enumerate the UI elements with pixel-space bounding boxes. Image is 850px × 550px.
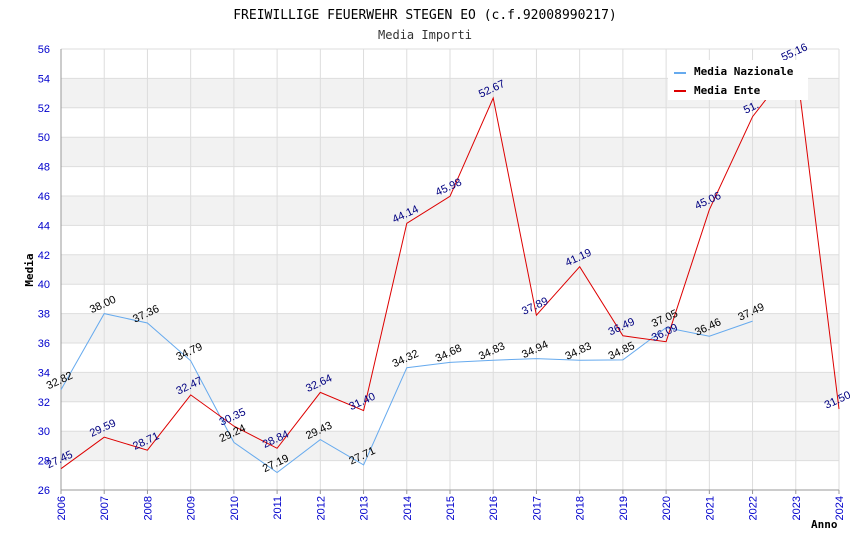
y-tick-label: 28 xyxy=(38,456,50,468)
x-tick-label: 2017 xyxy=(531,496,543,520)
legend-label-ente: Media Ente xyxy=(694,84,761,97)
x-tick-label: 2022 xyxy=(748,496,760,520)
x-tick-label: 2010 xyxy=(229,496,241,520)
y-tick-label: 40 xyxy=(38,279,50,291)
y-tick-label: 52 xyxy=(38,103,50,115)
y-tick-label: 34 xyxy=(38,367,50,379)
x-tick-label: 2023 xyxy=(791,496,803,520)
y-axis-label: Media xyxy=(23,253,36,286)
data-label-nazionale: 38.00 xyxy=(88,294,118,317)
y-tick-label: 30 xyxy=(38,426,50,438)
y-tick-label: 56 xyxy=(38,44,50,56)
x-tick-label: 2019 xyxy=(618,496,630,520)
y-tick-label: 46 xyxy=(38,191,50,203)
data-label-ente: 45.98 xyxy=(434,176,464,199)
data-label-ente: 51. xyxy=(742,99,761,116)
y-tick-labels: 26 28 30 32 34 36 38 40 42 44 46 48 50 52 54 56 xyxy=(38,44,50,497)
legend: Media Nazionale Media Ente xyxy=(668,60,808,100)
chart-title: FREIWILLIGE FEUERWEHR STEGEN EO (c.f.920… xyxy=(233,8,617,23)
y-tick-label: 44 xyxy=(38,220,50,232)
series-line-nazionale xyxy=(60,313,753,474)
legend-box xyxy=(668,60,808,100)
y-tick-label: 54 xyxy=(38,73,50,85)
axes xyxy=(60,49,840,494)
x-tick-labels: 2006 2007 2008 2009 2010 2011 2012 2013 2014 2015… xyxy=(56,496,846,520)
x-tick-label: 2007 xyxy=(99,496,111,520)
y-tick-label: 26 xyxy=(38,485,50,497)
legend-label-nazionale: Media Nazionale xyxy=(694,65,794,78)
y-tick-label: 38 xyxy=(38,309,50,321)
series-lines xyxy=(60,60,840,474)
x-tick-label: 2013 xyxy=(359,496,371,520)
x-tick-label: 2024 xyxy=(834,496,846,520)
x-tick-label: 2006 xyxy=(56,496,68,520)
y-tick-label: 42 xyxy=(38,250,50,262)
data-label-nazionale: 34.83 xyxy=(563,340,593,363)
x-tick-label: 2020 xyxy=(661,496,673,520)
y-tick-label: 32 xyxy=(38,397,50,409)
x-tick-label: 2015 xyxy=(445,496,457,520)
x-tick-label: 2008 xyxy=(142,496,154,520)
x-tick-label: 2009 xyxy=(186,496,198,520)
data-label-ente: 27.45 xyxy=(45,449,75,472)
x-tick-label: 2021 xyxy=(704,496,716,520)
y-tick-label: 36 xyxy=(38,338,50,350)
x-tick-label: 2011 xyxy=(272,496,284,520)
x-tick-label: 2016 xyxy=(488,496,500,520)
y-tick-label: 50 xyxy=(38,132,50,144)
x-tick-label: 2012 xyxy=(315,496,327,520)
series-line-ente xyxy=(60,60,840,470)
y-tick-label: 48 xyxy=(38,162,50,174)
x-tick-label: 2014 xyxy=(402,496,414,520)
x-tick-label: 2018 xyxy=(575,496,587,520)
x-axis-label: Anno xyxy=(811,518,838,531)
chart-subtitle: Media Importi xyxy=(378,28,472,42)
